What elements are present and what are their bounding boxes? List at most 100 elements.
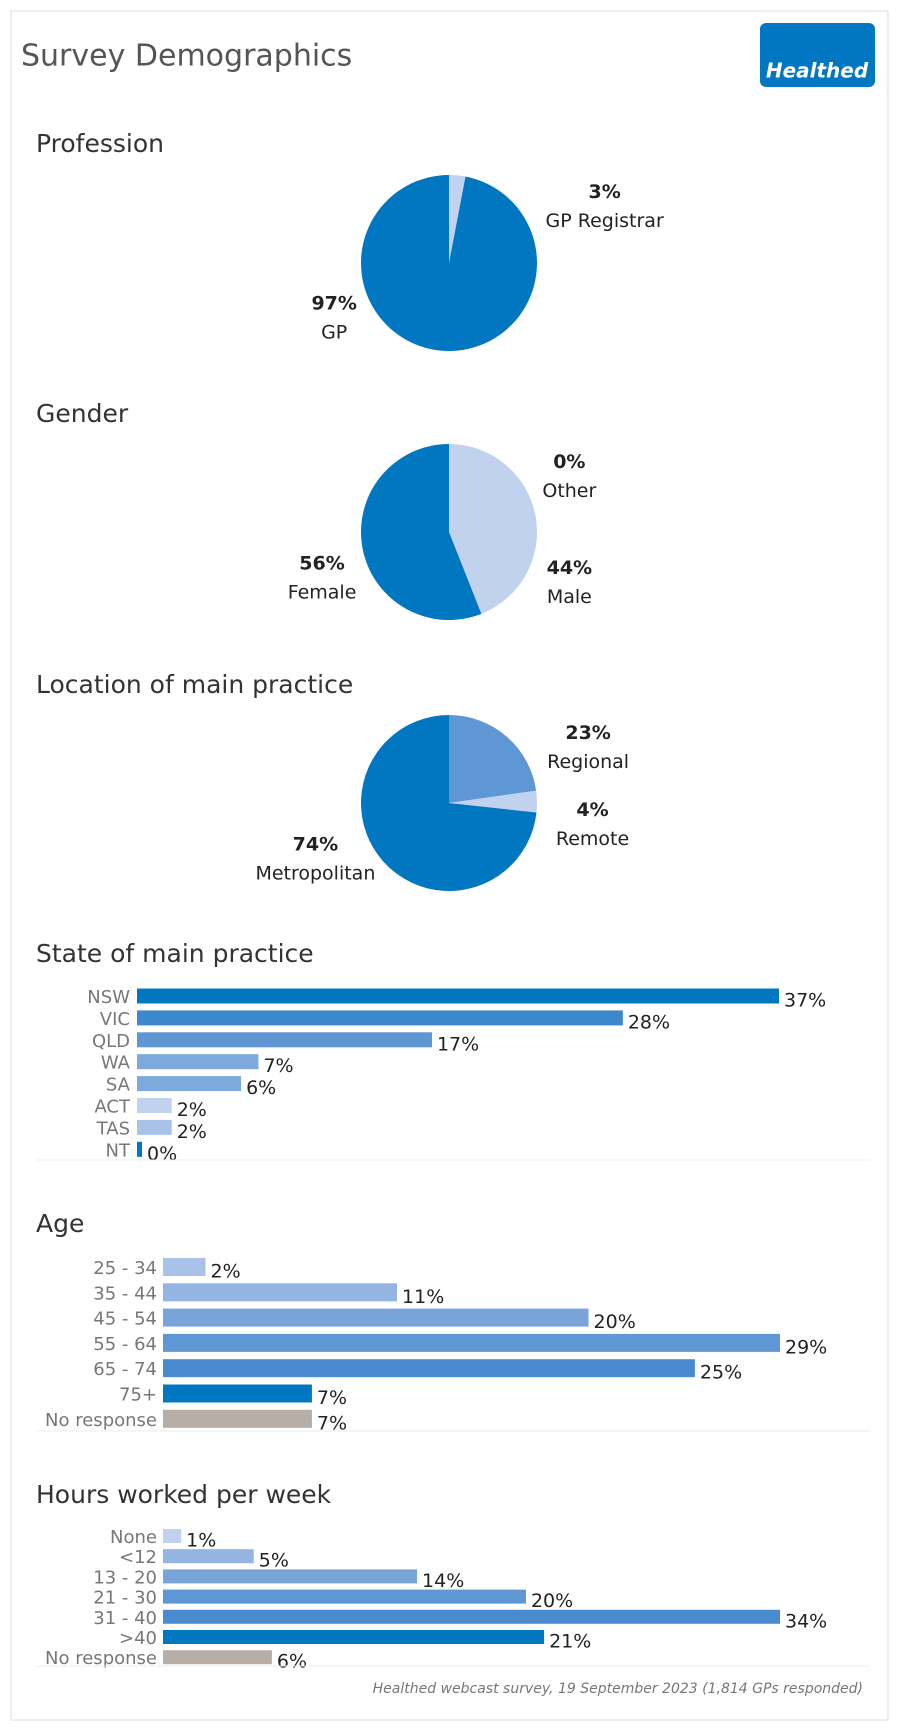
chart-title: Location of main practice (36, 670, 353, 699)
bar-category-label: 65 - 74 (93, 1359, 157, 1380)
bar (137, 1054, 259, 1070)
bar (137, 1098, 172, 1113)
bar-value-label: 1% (186, 1530, 216, 1552)
bar-category-label: 13 - 20 (93, 1567, 157, 1588)
bar (163, 1384, 312, 1403)
slice-value-label: 74% (293, 833, 338, 855)
bar-value-label: 34% (785, 1610, 827, 1632)
slice-value-label: 0% (553, 451, 585, 473)
logo: Healthed (766, 59, 869, 83)
bar-category-label: VIC (100, 1009, 130, 1030)
bar-category-label: None (110, 1527, 157, 1548)
chart-title: Hours worked per week (36, 1480, 332, 1509)
chart-title: Profession (36, 129, 164, 158)
slice-value-label: 44% (547, 557, 592, 579)
bar (137, 1076, 242, 1092)
pie-slice (449, 715, 537, 803)
bar-value-label: 37% (784, 990, 826, 1012)
bar-category-label: 45 - 54 (93, 1309, 157, 1330)
slice-category-label: Remote (556, 828, 629, 850)
slice-category-label: Male (547, 586, 592, 608)
slice-value-label: 97% (311, 292, 356, 314)
bar-value-label: 7% (317, 1387, 347, 1409)
pie-slice (449, 790, 537, 813)
slice-category-label: Metropolitan (255, 862, 375, 884)
pie-slice (449, 175, 466, 263)
slice-value-label: 4% (576, 799, 608, 821)
bar-category-label: <12 (119, 1547, 157, 1568)
bar (137, 1119, 172, 1135)
bar-value-label: 6% (277, 1651, 307, 1673)
bar-value-label: 0% (147, 1143, 177, 1165)
bar-category-label: 55 - 64 (93, 1334, 157, 1355)
bar-value-label: 2% (177, 1121, 207, 1143)
bar-category-label: WA (101, 1053, 131, 1074)
slice-category-label: Female (288, 582, 357, 604)
slice-category-label: Regional (547, 751, 629, 773)
slice-value-label: 23% (565, 722, 610, 744)
dashboard-title: Survey Demographics (21, 39, 352, 74)
slice-category-label: Other (542, 480, 596, 502)
bar (163, 1308, 589, 1327)
bar-category-label: 25 - 34 (93, 1258, 157, 1279)
bar-category-label: No response (45, 1410, 157, 1431)
bar-value-label: 17% (437, 1033, 479, 1055)
chart-title: State of main practice (36, 939, 314, 968)
logo-box (760, 23, 875, 87)
bar (137, 1141, 142, 1157)
bar (163, 1589, 526, 1604)
pie-slice (449, 444, 537, 614)
bar (163, 1609, 780, 1624)
bar (163, 1258, 206, 1276)
pie-slice (361, 715, 537, 892)
bar (163, 1529, 182, 1543)
bar-value-label: 20% (531, 1590, 573, 1612)
bar (163, 1333, 780, 1352)
bar-category-label: 35 - 44 (93, 1283, 157, 1304)
bar-value-label: 6% (246, 1077, 276, 1099)
slice-category-label: GP (321, 321, 347, 343)
slice-value-label: 3% (589, 181, 621, 203)
bar-category-label: NSW (87, 987, 130, 1008)
bar-category-label: 31 - 40 (93, 1608, 157, 1629)
bar-category-label: SA (106, 1075, 131, 1096)
bar-category-label: 21 - 30 (93, 1588, 157, 1609)
bar (137, 1010, 623, 1026)
pie-slice (361, 175, 538, 351)
bar-category-label: QLD (92, 1031, 130, 1052)
footnote: Healthed webcast survey, 19 September 20… (373, 1681, 863, 1697)
bar-category-label: 75+ (119, 1385, 157, 1406)
bar-category-label: No response (45, 1648, 157, 1669)
bar (163, 1359, 695, 1378)
bar-value-label: 5% (259, 1550, 289, 1572)
bar-category-label: >40 (119, 1628, 157, 1649)
slice-category-label: GP Registrar (546, 210, 664, 232)
bar-value-label: 2% (211, 1261, 241, 1283)
bar (137, 1032, 432, 1048)
bar-category-label: NT (106, 1140, 131, 1161)
bar-value-label: 14% (422, 1570, 464, 1592)
bar-value-label: 7% (317, 1412, 347, 1434)
bar-category-label: ACT (94, 1097, 131, 1118)
bar (137, 988, 779, 1004)
bar-value-label: 20% (594, 1311, 636, 1333)
bar-value-label: 29% (785, 1336, 827, 1358)
pie-slice (360, 444, 482, 621)
bar (163, 1650, 272, 1665)
bar (163, 1569, 418, 1584)
bar (163, 1549, 254, 1564)
bar-value-label: 7% (263, 1055, 293, 1077)
chart-title: Gender (36, 399, 129, 428)
bar (163, 1283, 398, 1302)
bar-value-label: 21% (549, 1631, 591, 1653)
bar-value-label: 2% (177, 1099, 207, 1121)
bar (163, 1630, 545, 1644)
bar-value-label: 11% (402, 1286, 444, 1308)
bar-value-label: 25% (700, 1362, 742, 1384)
bar-category-label: TAS (96, 1118, 130, 1139)
bar (163, 1409, 312, 1428)
slice-value-label: 56% (299, 553, 344, 575)
chart-title: Age (36, 1209, 84, 1238)
bar-value-label: 28% (628, 1011, 670, 1033)
